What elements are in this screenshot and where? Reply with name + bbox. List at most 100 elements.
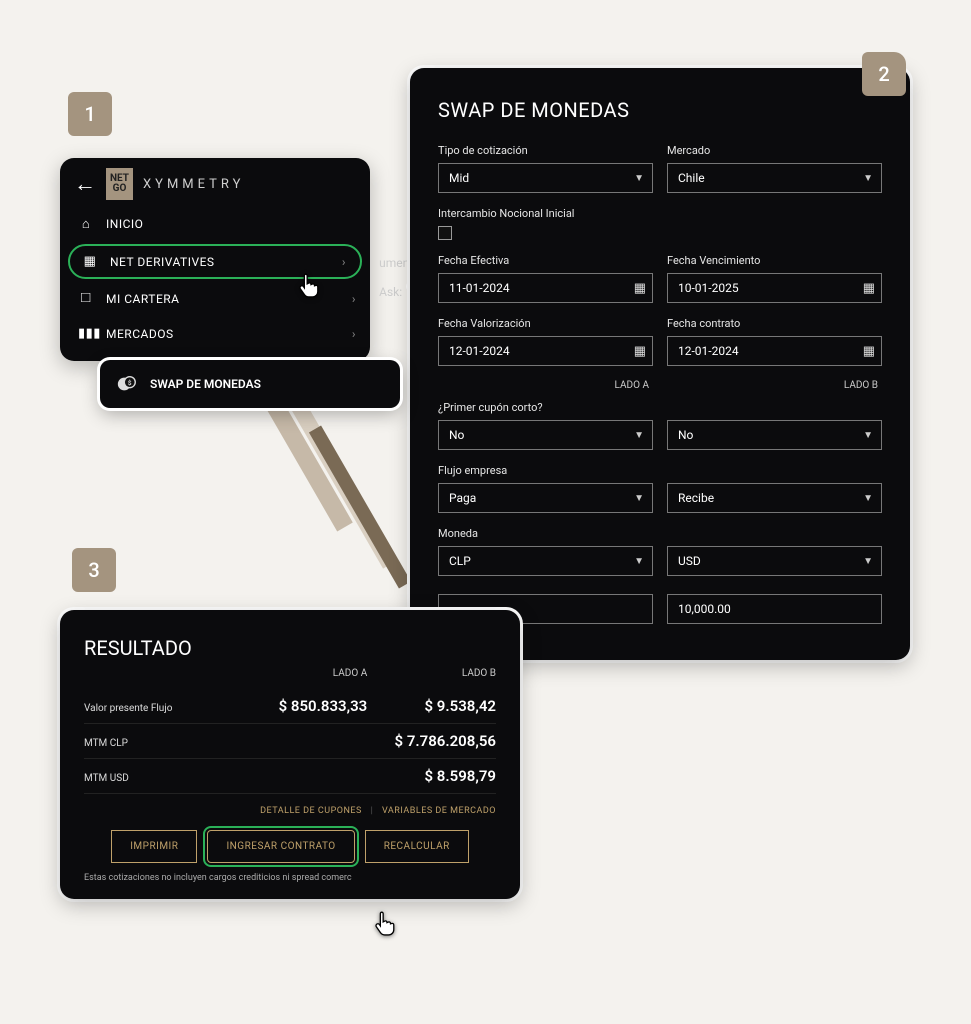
tipo-cotizacion-label: Tipo de cotización — [438, 144, 653, 157]
nav-item-cartera[interactable]: 🞎 MI CARTERA › — [60, 281, 370, 316]
back-arrow-icon[interactable]: ← — [74, 171, 96, 197]
step-badge-2: 2 — [862, 52, 906, 96]
result-title: RESULTADO — [84, 636, 496, 660]
mtm-clp-value: $ 7.786.208,56 — [367, 732, 496, 750]
nav-item-inicio[interactable]: ⌂ INICIO — [60, 206, 370, 242]
brand-name: XYMMETRY — [143, 177, 244, 192]
intercambio-checkbox[interactable] — [438, 226, 452, 240]
fecha-efectiva-label: Fecha Efectiva — [438, 254, 653, 267]
moneda-label: Moneda — [438, 527, 882, 540]
date-value: 12-01-2024 — [449, 344, 510, 358]
fecha-contrato-label: Fecha contrato — [667, 317, 882, 330]
date-value: 11-01-2024 — [449, 281, 510, 295]
ingresar-contrato-button[interactable]: INGRESAR CONTRATO — [207, 830, 354, 863]
mercado-label: Mercado — [667, 144, 882, 157]
primer-cupon-label: ¿Primer cupón corto? — [438, 401, 882, 414]
fecha-efectiva-input[interactable]: 11-01-2024 ▦ — [438, 273, 653, 303]
primer-cupon-b-select[interactable]: No ▼ — [667, 420, 882, 450]
select-value: CLP — [449, 554, 471, 568]
chevron-right-icon: › — [352, 292, 356, 306]
row-label-mtm-clp: MTM CLP — [84, 738, 239, 749]
chevron-down-icon: ▼ — [634, 493, 644, 504]
flujo-b-select[interactable]: Recibe ▼ — [667, 483, 882, 513]
primer-cupon-a-select[interactable]: No ▼ — [438, 420, 653, 450]
moneda-b-select[interactable]: USD ▼ — [667, 546, 882, 576]
swap-coins-icon: $ — [116, 373, 138, 395]
select-value: No — [678, 428, 693, 442]
submenu-swap-monedas[interactable]: $ SWAP DE MONEDAS — [100, 360, 400, 408]
fecha-valorizacion-input[interactable]: 12-01-2024 ▦ — [438, 336, 653, 366]
chevron-down-icon: ▼ — [634, 430, 644, 441]
intercambio-label: Intercambio Nocional Inicial — [438, 207, 882, 220]
nav-panel: ← NET GO XYMMETRY ⌂ INICIO ▦ NET DERIVAT… — [60, 158, 370, 361]
nav-label: NET DERIVATIVES — [110, 255, 215, 269]
briefcase-icon: 🞎 — [78, 291, 94, 306]
vpf-a-value: $ 850.833,33 — [239, 697, 368, 715]
chevron-down-icon: ▼ — [634, 556, 644, 567]
select-value: Recibe — [678, 491, 714, 505]
chevron-down-icon: ▼ — [863, 430, 873, 441]
chevron-down-icon: ▼ — [863, 173, 873, 184]
logo-badge: NET GO — [106, 168, 133, 200]
select-value: Paga — [449, 491, 476, 505]
chevron-right-icon: › — [352, 327, 356, 341]
select-value: Chile — [678, 171, 705, 185]
nav-label: INICIO — [106, 217, 143, 231]
col-header-lado-b: LADO B — [367, 668, 496, 679]
link-detalle-cupones[interactable]: DETALLE DE CUPONES — [260, 806, 362, 816]
vpf-b-value: $ 9.538,42 — [367, 697, 496, 715]
mtm-usd-value: $ 8.598,79 — [367, 767, 496, 785]
fecha-valorizacion-label: Fecha Valorización — [438, 317, 653, 330]
form-title: SWAP DE MONEDAS — [438, 98, 882, 122]
tipo-cotizacion-select[interactable]: Mid ▼ — [438, 163, 653, 193]
calendar-icon: ▦ — [863, 344, 875, 359]
select-value: USD — [678, 554, 701, 568]
pointer-cursor-icon — [296, 272, 322, 298]
imprimir-button[interactable]: IMPRIMIR — [111, 830, 197, 863]
chevron-down-icon: ▼ — [863, 493, 873, 504]
chevron-right-icon: › — [342, 255, 346, 269]
result-panel: RESULTADO LADO A LADO B Valor presente F… — [60, 610, 520, 899]
row-label-vpf: Valor presente Flujo — [84, 703, 239, 714]
nav-label: MERCADOS — [106, 327, 174, 341]
date-value: 10-01-2025 — [678, 281, 739, 295]
select-value: Mid — [449, 171, 469, 185]
flujo-label: Flujo empresa — [438, 464, 882, 477]
bars-icon: ▮▮▮ — [78, 326, 94, 341]
mercado-select[interactable]: Chile ▼ — [667, 163, 882, 193]
calendar-icon: ▦ — [863, 281, 875, 296]
submenu-label: SWAP DE MONEDAS — [150, 377, 261, 391]
row-label-mtm-usd: MTM USD — [84, 773, 239, 784]
fecha-vencimiento-input[interactable]: 10-01-2025 ▦ — [667, 273, 882, 303]
col-header-lado-b: LADO B — [667, 380, 882, 391]
chevron-down-icon: ▼ — [863, 556, 873, 567]
peek-ask-label: Ask: — [379, 285, 405, 299]
grid-icon: ▦ — [82, 254, 98, 269]
calendar-icon: ▦ — [634, 344, 646, 359]
result-footnote: Estas cotizaciones no incluyen cargos cr… — [84, 873, 496, 883]
input-value: 10,000.00 — [678, 602, 731, 616]
pointer-cursor-icon — [372, 910, 398, 936]
fecha-vencimiento-label: Fecha Vencimiento — [667, 254, 882, 267]
logo-text-bottom: GO — [110, 184, 129, 194]
moneda-a-select[interactable]: CLP ▼ — [438, 546, 653, 576]
home-icon: ⌂ — [78, 216, 94, 232]
separator: | — [371, 806, 374, 816]
select-value: No — [449, 428, 464, 442]
date-value: 12-01-2024 — [678, 344, 739, 358]
recalcular-button[interactable]: RECALCULAR — [365, 830, 469, 863]
link-variables-mercado[interactable]: VARIABLES DE MERCADO — [382, 806, 496, 816]
chevron-down-icon: ▼ — [634, 173, 644, 184]
step-badge-1: 1 — [68, 92, 112, 136]
svg-text:$: $ — [128, 379, 132, 387]
nav-label: MI CARTERA — [106, 292, 179, 306]
fecha-contrato-input[interactable]: 12-01-2024 ▦ — [667, 336, 882, 366]
col-header-lado-a: LADO A — [438, 380, 653, 391]
flujo-a-select[interactable]: Paga ▼ — [438, 483, 653, 513]
swap-form-panel: SWAP DE MONEDAS Tipo de cotización Mid ▼… — [410, 68, 910, 660]
col-header-lado-a: LADO A — [239, 668, 368, 679]
step-badge-3: 3 — [72, 548, 116, 592]
calendar-icon: ▦ — [634, 281, 646, 296]
nocional-b-input[interactable]: 10,000.00 — [667, 594, 882, 624]
nav-item-mercados[interactable]: ▮▮▮ MERCADOS › — [60, 316, 370, 351]
